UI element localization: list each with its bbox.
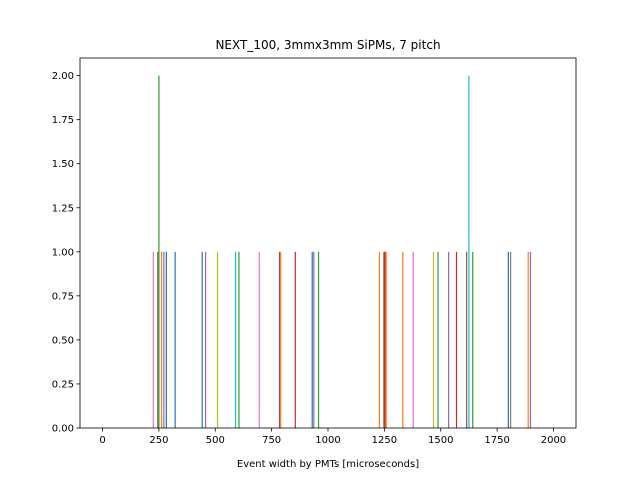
bar-21	[384, 251, 386, 428]
bar-0	[152, 251, 154, 428]
y-tick-label: 1.25	[52, 203, 74, 214]
bar-35	[529, 251, 532, 428]
bar-19	[378, 251, 380, 428]
x-tick-label: 2000	[541, 435, 566, 446]
chart-title: NEXT_100, 3mmx3mm SiPMs, 7 pitch	[215, 38, 440, 52]
x-tick-label: 250	[149, 435, 168, 446]
y-tick-label: 1.00	[52, 247, 74, 258]
bar-2	[158, 75, 160, 429]
bar-30	[468, 75, 470, 429]
y-axis-ticks: 0.00 0.25 0.50 0.75 1.00 1.25 1.50 1.75 2.00	[52, 71, 80, 435]
plot-frame	[79, 57, 577, 429]
bar-14	[280, 251, 282, 428]
bar-13	[278, 251, 281, 428]
bar-25	[432, 251, 435, 428]
x-axis-label: Event width by PMTs [microseconds]	[237, 459, 419, 470]
bar-23	[402, 251, 404, 428]
bar-10	[234, 251, 237, 428]
bar-12	[258, 251, 260, 428]
y-tick-label: 2.00	[52, 71, 74, 82]
bar-22	[385, 251, 387, 428]
x-tick-label: 1000	[315, 435, 340, 446]
bars-group	[152, 75, 532, 429]
bar-20	[383, 251, 385, 428]
bar-3	[161, 251, 163, 428]
bar-7	[201, 251, 203, 428]
bar-15	[294, 251, 296, 428]
bar-16	[311, 251, 313, 428]
bar-11	[238, 251, 240, 428]
x-tick-label: 0	[99, 435, 105, 446]
bar-27	[448, 251, 450, 428]
x-tick-label: 750	[262, 435, 281, 446]
x-axis-ticks: 0 250 500 750 1000 1250 1500 1750 2000	[99, 428, 566, 446]
x-tick-label: 1500	[428, 435, 453, 446]
bar-32	[507, 251, 509, 428]
y-tick-label: 0.75	[52, 291, 74, 302]
x-tick-label: 1250	[372, 435, 397, 446]
bar-24	[412, 251, 414, 428]
y-tick-label: 1.75	[52, 115, 74, 126]
y-tick-label: 0.00	[52, 424, 74, 435]
bar-1	[157, 251, 159, 428]
bar-6	[174, 251, 176, 428]
y-tick-label: 1.50	[52, 159, 74, 170]
bar-28	[455, 251, 458, 428]
y-tick-label: 0.25	[52, 379, 74, 390]
bar-9	[216, 251, 219, 428]
bar-18	[317, 251, 320, 428]
bar-31	[472, 251, 474, 428]
bar-26	[437, 251, 439, 428]
bar-4	[163, 251, 165, 428]
bar-17	[313, 251, 315, 428]
bar-34	[527, 251, 529, 428]
bar-33	[510, 251, 512, 428]
bar-8	[204, 251, 207, 428]
bar-5	[165, 251, 167, 428]
y-tick-label: 0.50	[52, 335, 74, 346]
x-tick-label: 500	[206, 435, 225, 446]
x-tick-label: 1750	[484, 435, 509, 446]
bar-29	[466, 251, 468, 428]
